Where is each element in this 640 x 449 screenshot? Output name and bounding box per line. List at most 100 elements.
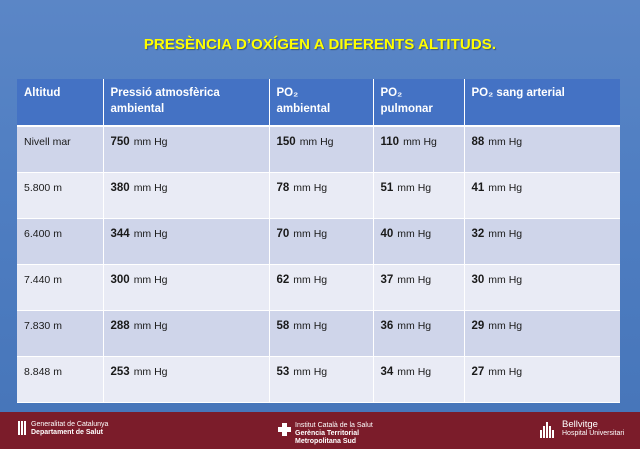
- cell-value: 288: [110, 320, 130, 332]
- cell-po2-sang: 41 mm Hg: [464, 172, 620, 219]
- header-altitud: Altitud: [17, 79, 104, 127]
- cell-value: 36: [380, 320, 394, 332]
- cell-value: 344: [110, 228, 130, 240]
- cell-po2-sang: 88 mm Hg: [464, 126, 620, 173]
- cell-value: 58: [276, 320, 290, 332]
- altitude-oxygen-table: Altitud Pressió atmosfèrica ambiental PO₂…: [17, 79, 620, 403]
- cell-unit: mm Hg: [397, 182, 432, 194]
- gencat-stripes-icon: [18, 421, 27, 435]
- bellvitge-subtitle: Hospital Universitari: [562, 430, 625, 437]
- cell-unit: mm Hg: [293, 366, 328, 378]
- cell-altitud: 5.800 m: [17, 172, 104, 219]
- gencat-name: Generalitat de Catalunya: [31, 421, 109, 428]
- bellvitge-columns-icon: [540, 420, 558, 438]
- cell-value: 29: [471, 320, 485, 332]
- ics-region: Metropolitana Sud: [295, 438, 357, 445]
- table-row: 8.848 m 253 mm Hg 53 mm Hg 34 mm Hg 27 mm Hg: [17, 356, 620, 403]
- cell-value: 27: [471, 366, 485, 378]
- cell-value: 34: [380, 366, 394, 378]
- cell-unit: mm Hg: [488, 182, 523, 194]
- cross-icon: [278, 423, 291, 436]
- cell-unit: mm Hg: [488, 366, 523, 378]
- cell-value: 41: [471, 182, 485, 194]
- table-row: Nivell mar 750 mm Hg 150 mm Hg 110 mm Hg 88 mm H…: [17, 126, 620, 173]
- bellvitge-name: Bellvitge: [562, 419, 598, 430]
- cell-value: 53: [276, 366, 290, 378]
- cell-altitud: 7.440 m: [17, 264, 104, 311]
- cell-po2-ambiental: 58 mm Hg: [269, 310, 374, 357]
- cell-po2-pulmonar: 36 mm Hg: [373, 310, 465, 357]
- cell-unit: mm Hg: [133, 228, 168, 240]
- ics-logo: Institut Català de la Salut Gerència Ter…: [278, 422, 373, 446]
- cell-value: 88: [471, 136, 485, 148]
- table-row: 5.800 m 380 mm Hg 78 mm Hg 51 mm Hg 41 mm Hg: [17, 172, 620, 219]
- cell-unit: mm Hg: [133, 320, 168, 332]
- cell-po2-sang: 27 mm Hg: [464, 356, 620, 403]
- cell-value: 30: [471, 274, 485, 286]
- cell-value: 70: [276, 228, 290, 240]
- cell-unit: mm Hg: [293, 320, 328, 332]
- cell-value: 380: [110, 182, 130, 194]
- cell-unit: mm Hg: [299, 136, 334, 148]
- cell-unit: mm Hg: [293, 228, 328, 240]
- cell-value: 40: [380, 228, 394, 240]
- cell-po2-sang: 30 mm Hg: [464, 264, 620, 311]
- cell-value: 750: [110, 136, 130, 148]
- cell-value: 110: [380, 136, 400, 148]
- cell-value: 37: [380, 274, 394, 286]
- bellvitge-logo: Bellvitge Hospital Universitari: [540, 420, 624, 438]
- table-row: 7.830 m 288 mm Hg 58 mm Hg 36 mm Hg 29 mm Hg: [17, 310, 620, 357]
- cell-po2-pulmonar: 37 mm Hg: [373, 264, 465, 311]
- cell-pressio: 288 mm Hg: [103, 310, 270, 357]
- cell-pressio: 300 mm Hg: [103, 264, 270, 311]
- cell-unit: mm Hg: [488, 136, 523, 148]
- cell-po2-ambiental: 78 mm Hg: [269, 172, 374, 219]
- cell-altitud: 8.848 m: [17, 356, 104, 403]
- cell-unit: mm Hg: [133, 182, 168, 194]
- cell-po2-sang: 32 mm Hg: [464, 218, 620, 265]
- cell-pressio: 344 mm Hg: [103, 218, 270, 265]
- cell-unit: mm Hg: [133, 274, 168, 286]
- cell-value: 300: [110, 274, 130, 286]
- cell-po2-sang: 29 mm Hg: [464, 310, 620, 357]
- cell-value: 78: [276, 182, 290, 194]
- header-po2-pulmonar: PO₂ pulmonar: [373, 79, 465, 127]
- slide-title: PRESÈNCIA D’OXÍGEN A DIFERENTS ALTITUDS.: [143, 36, 497, 53]
- cell-value: 253: [110, 366, 130, 378]
- cell-pressio: 750 mm Hg: [103, 126, 270, 173]
- ics-name: Institut Català de la Salut: [295, 422, 373, 429]
- cell-unit: mm Hg: [397, 274, 432, 286]
- table-body: Nivell mar 750 mm Hg 150 mm Hg 110 mm Hg 88 mm H…: [17, 126, 620, 403]
- footer-bar: Generalitat de Catalunya Departament de …: [0, 412, 640, 449]
- cell-value: 150: [276, 136, 296, 148]
- cell-unit: mm Hg: [488, 274, 523, 286]
- cell-unit: mm Hg: [403, 136, 437, 148]
- cell-po2-ambiental: 53 mm Hg: [269, 356, 374, 403]
- cell-unit: mm Hg: [488, 228, 523, 240]
- cell-value: 51: [380, 182, 394, 194]
- cell-po2-pulmonar: 40 mm Hg: [373, 218, 465, 265]
- cell-unit: mm Hg: [293, 182, 328, 194]
- table-row: 6.400 m 344 mm Hg 70 mm Hg 40 mm Hg 32 mm Hg: [17, 218, 620, 265]
- cell-po2-ambiental: 70 mm Hg: [269, 218, 374, 265]
- ics-gerencia: Gerència Territorial: [295, 430, 360, 437]
- cell-unit: mm Hg: [293, 274, 328, 286]
- cell-altitud: 7.830 m: [17, 310, 104, 357]
- header-po2-ambiental: PO₂ ambiental: [269, 79, 374, 127]
- gencat-department: Departament de Salut: [31, 429, 103, 436]
- cell-pressio: 253 mm Hg: [103, 356, 270, 403]
- cell-unit: mm Hg: [397, 320, 432, 332]
- cell-unit: mm Hg: [133, 136, 168, 148]
- cell-po2-pulmonar: 51 mm Hg: [373, 172, 465, 219]
- header-pressio: Pressió atmosfèrica ambiental: [103, 79, 270, 127]
- header-po2-sang: PO₂ sang arterial: [464, 79, 620, 127]
- table-header-row: Altitud Pressió atmosfèrica ambiental PO₂…: [17, 79, 620, 127]
- gencat-logo: Generalitat de Catalunya Departament de …: [18, 421, 108, 437]
- cell-po2-ambiental: 150 mm Hg: [269, 126, 374, 173]
- cell-value: 62: [276, 274, 290, 286]
- cell-po2-ambiental: 62 mm Hg: [269, 264, 374, 311]
- cell-unit: mm Hg: [133, 366, 168, 378]
- cell-po2-pulmonar: 34 mm Hg: [373, 356, 465, 403]
- cell-altitud: Nivell mar: [17, 126, 104, 173]
- cell-altitud: 6.400 m: [17, 218, 104, 265]
